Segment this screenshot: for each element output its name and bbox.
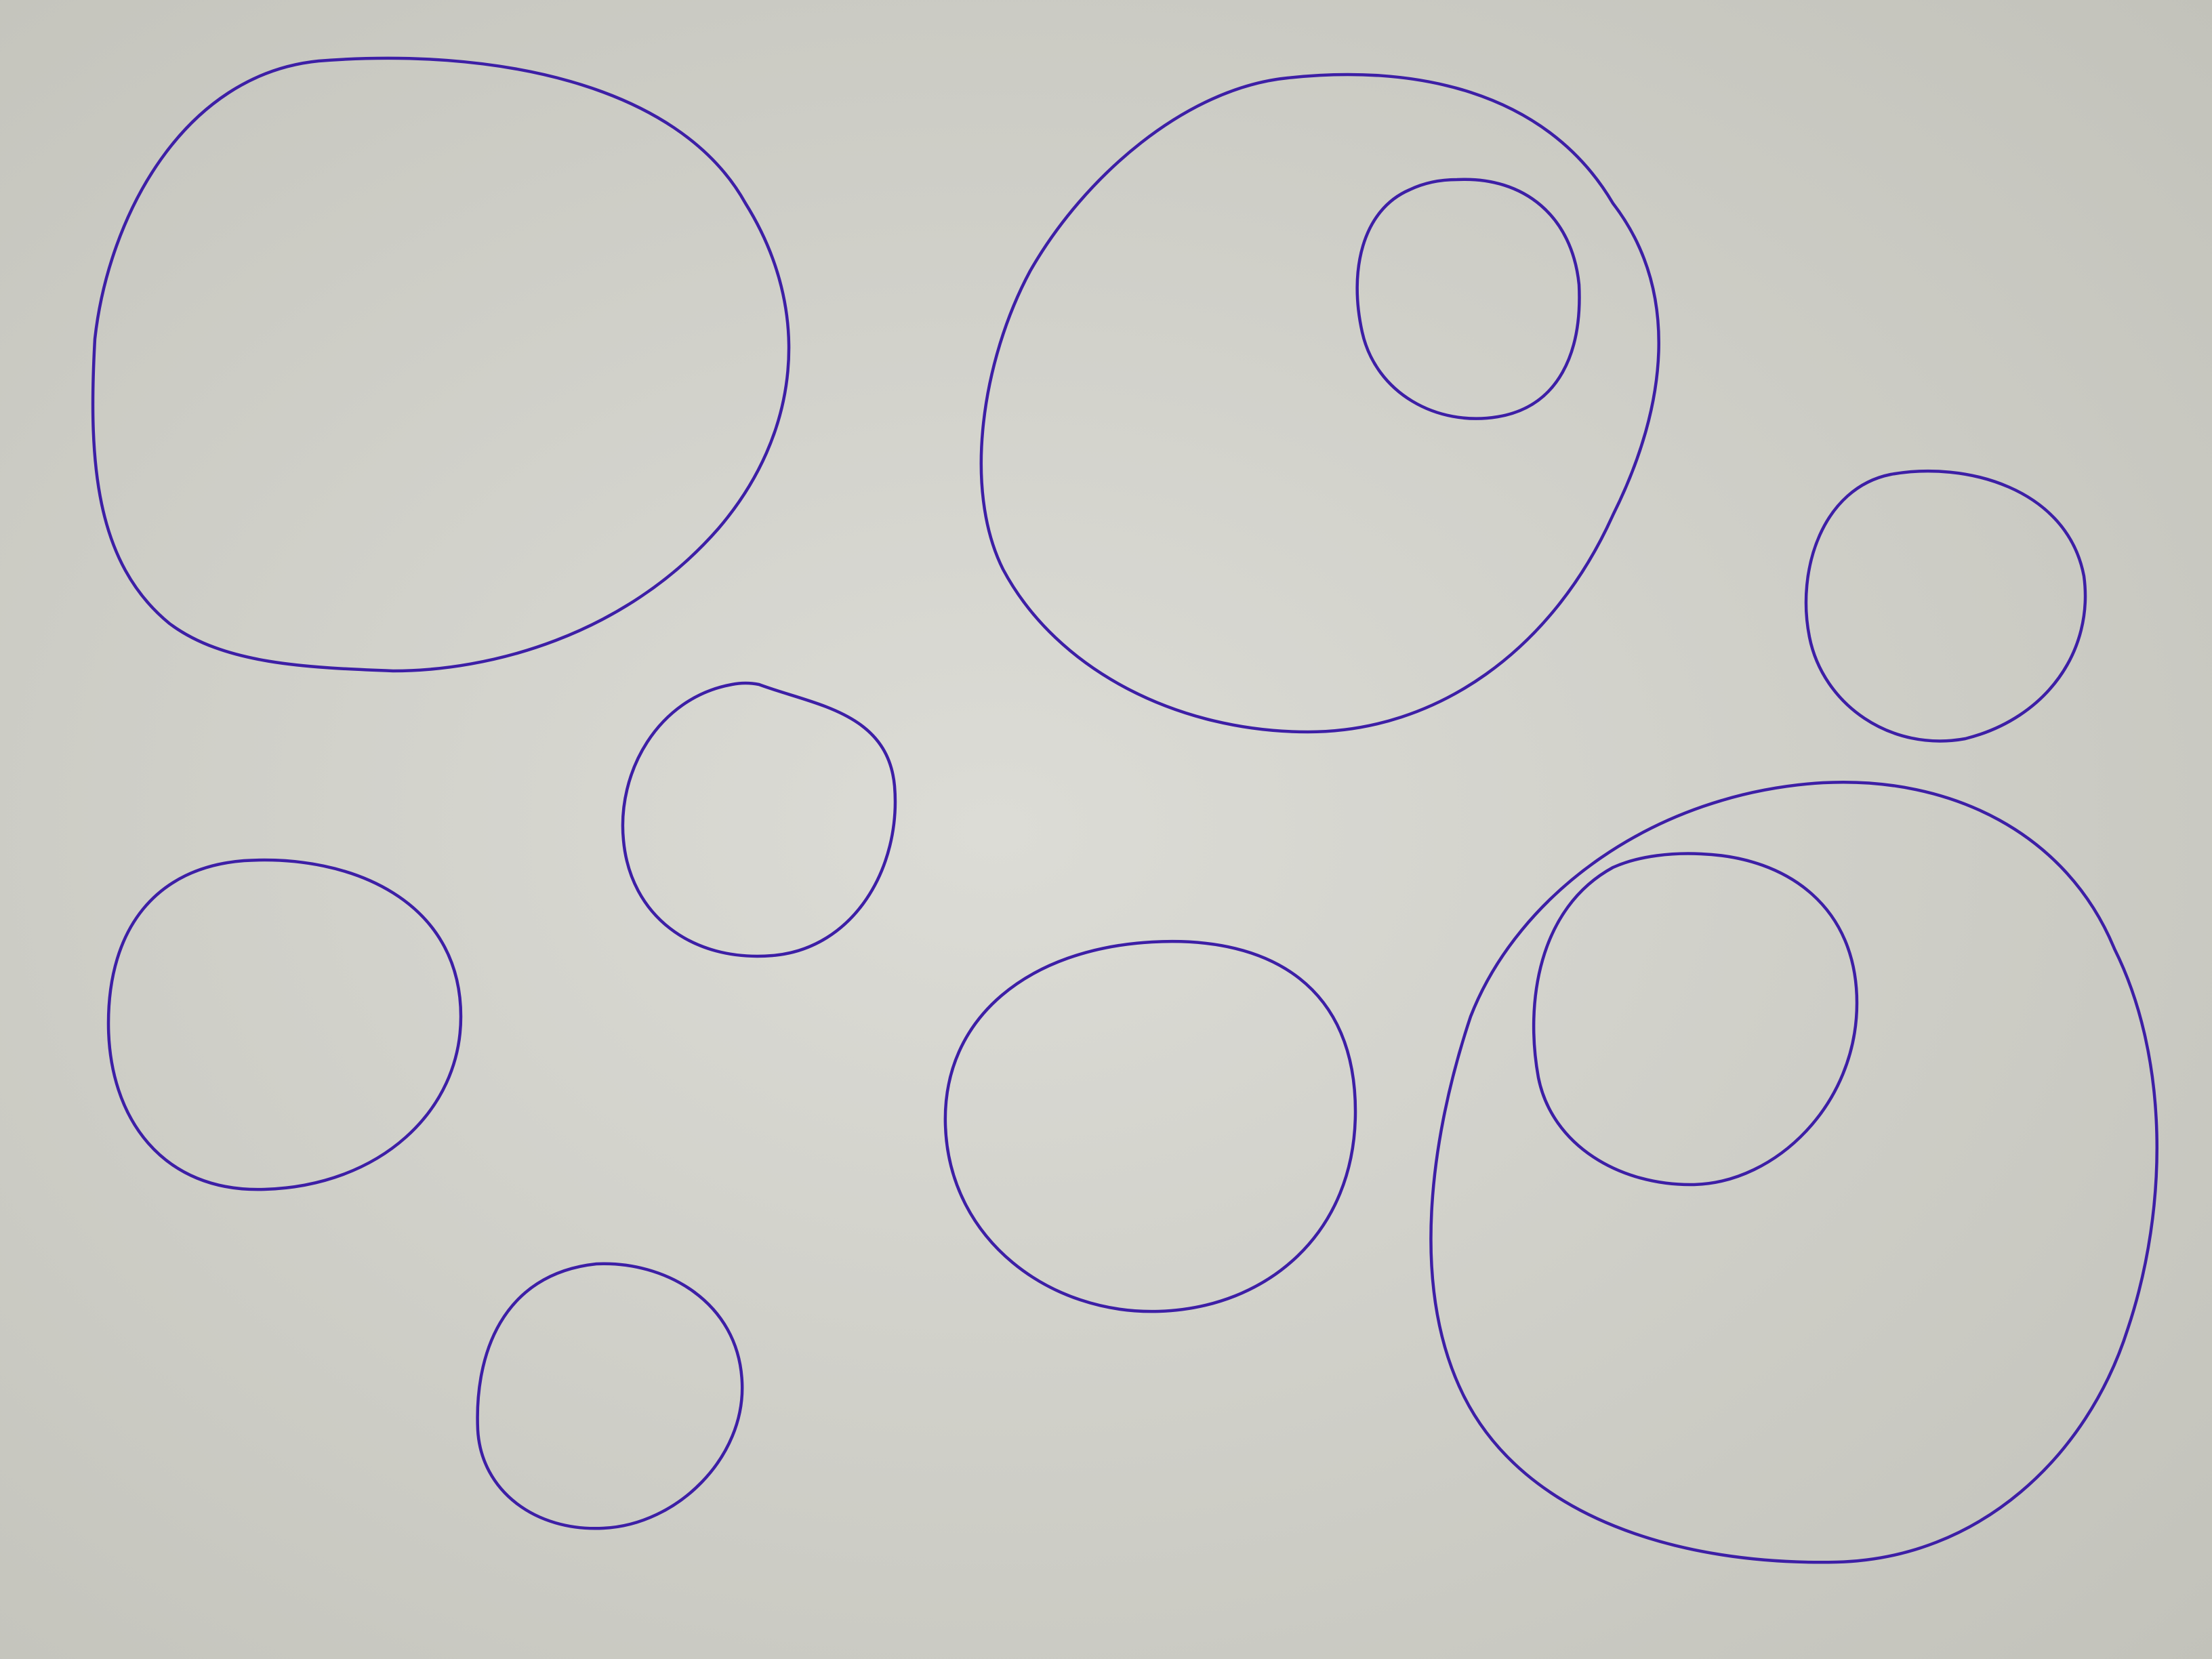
circle-large-top-left <box>91 56 791 673</box>
circle-large-bottom-right <box>1429 780 2158 1564</box>
circle-small-right <box>1804 469 2087 743</box>
circle-small-center <box>621 681 897 958</box>
circle-inner-bottom-right <box>1532 852 1859 1187</box>
drawn-circles <box>91 56 2158 1564</box>
circle-small-bottom-left <box>476 1262 744 1530</box>
circle-medium-center-bottom <box>943 939 1357 1313</box>
circle-large-top-right <box>979 73 1660 734</box>
circle-medium-left <box>106 858 463 1191</box>
circle-inner-top-right <box>1355 178 1581 420</box>
